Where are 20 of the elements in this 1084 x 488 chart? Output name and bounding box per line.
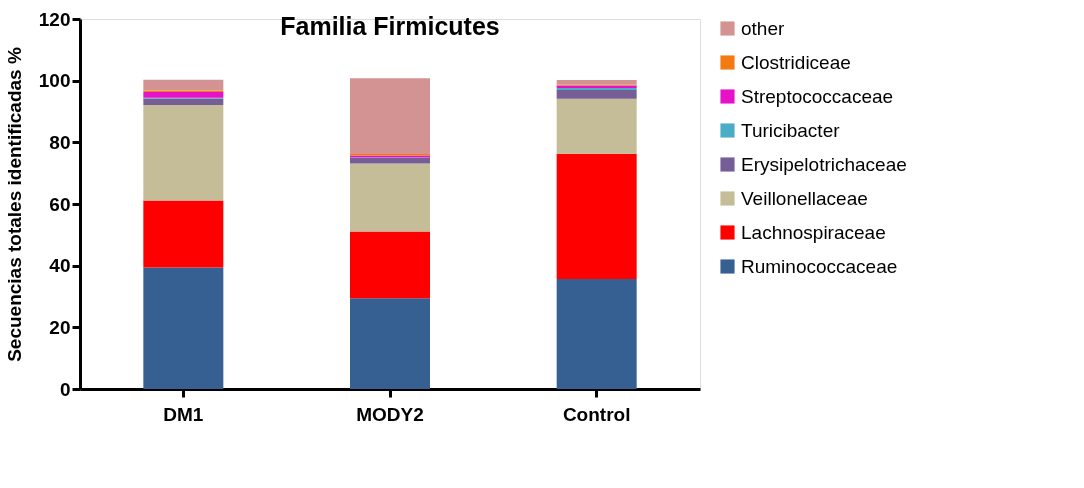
chart-title: Familia Firmicutes [280, 12, 500, 40]
legend-label: Veillonellaceae [741, 187, 868, 209]
legend-label: other [741, 17, 785, 39]
y-axis-title: Secuencias totales identificadas % [3, 47, 25, 362]
y-tick-label: 60 [49, 193, 71, 215]
y-tick-label: 0 [59, 378, 71, 400]
y-tick-label: 40 [49, 255, 71, 277]
y-tick-label: 20 [49, 316, 71, 338]
y-tick-label: 100 [38, 70, 71, 92]
legend-label: Streptococcaceae [741, 85, 894, 107]
legend-label: Lachnospiraceae [741, 221, 886, 243]
y-tick-label: 80 [49, 131, 71, 153]
x-tick-label: DM1 [163, 403, 204, 425]
legend-label: Clostridiceae [741, 51, 851, 73]
legend-label: Ruminococcaceae [741, 255, 898, 277]
x-tick-label: MODY2 [356, 403, 424, 425]
y-tick-label: 120 [38, 8, 71, 30]
x-tick-label: Control [562, 403, 631, 425]
legend-label: Erysipelotrichaceae [741, 153, 907, 175]
legend-label: Turicibacter [741, 119, 841, 141]
